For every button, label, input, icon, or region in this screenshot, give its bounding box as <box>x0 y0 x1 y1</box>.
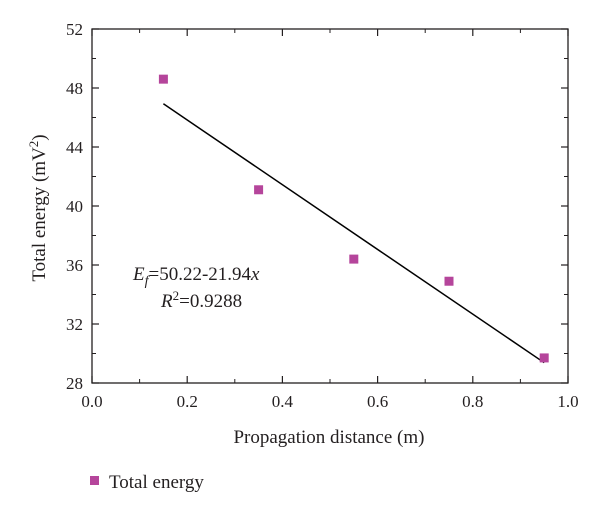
x-tick-label: 0.2 <box>177 392 198 411</box>
y-tick-label: 52 <box>66 20 83 39</box>
data-point <box>158 74 168 84</box>
y-tick-label: 32 <box>66 315 83 334</box>
legend-label: Total energy <box>109 472 204 493</box>
data-point <box>539 353 549 363</box>
data-point <box>254 185 264 195</box>
y-tick-label: 48 <box>66 79 83 98</box>
x-axis-title: Propagation distance (m) <box>233 427 424 448</box>
fit-equation: Ef=50.22-21.94x <box>132 264 260 289</box>
r-squared-annotation: R2=0.9288 <box>160 288 242 312</box>
x-tick-label: 1.0 <box>557 392 578 411</box>
y-tick-label: 40 <box>66 197 83 216</box>
data-point <box>444 276 454 286</box>
ticks: 0.0 0.2 0.4 0.6 0.8 1.0 28 32 36 40 44 48 52 <box>66 20 579 411</box>
data-points <box>158 74 549 363</box>
x-tick-label: 0.0 <box>81 392 102 411</box>
y-axis-title: Total energy (mV2) <box>26 134 50 281</box>
y-tick-label: 44 <box>66 138 84 157</box>
legend-marker <box>90 476 99 485</box>
x-tick-label: 0.6 <box>367 392 388 411</box>
legend: Total energy <box>90 472 204 493</box>
x-tick-label: 0.4 <box>272 392 294 411</box>
y-tick-label: 28 <box>66 374 83 393</box>
fit-line <box>162 103 545 364</box>
y-tick-label: 36 <box>66 256 83 275</box>
x-tick-label: 0.8 <box>462 392 483 411</box>
data-point <box>349 254 359 264</box>
fit-line-group <box>162 103 545 364</box>
